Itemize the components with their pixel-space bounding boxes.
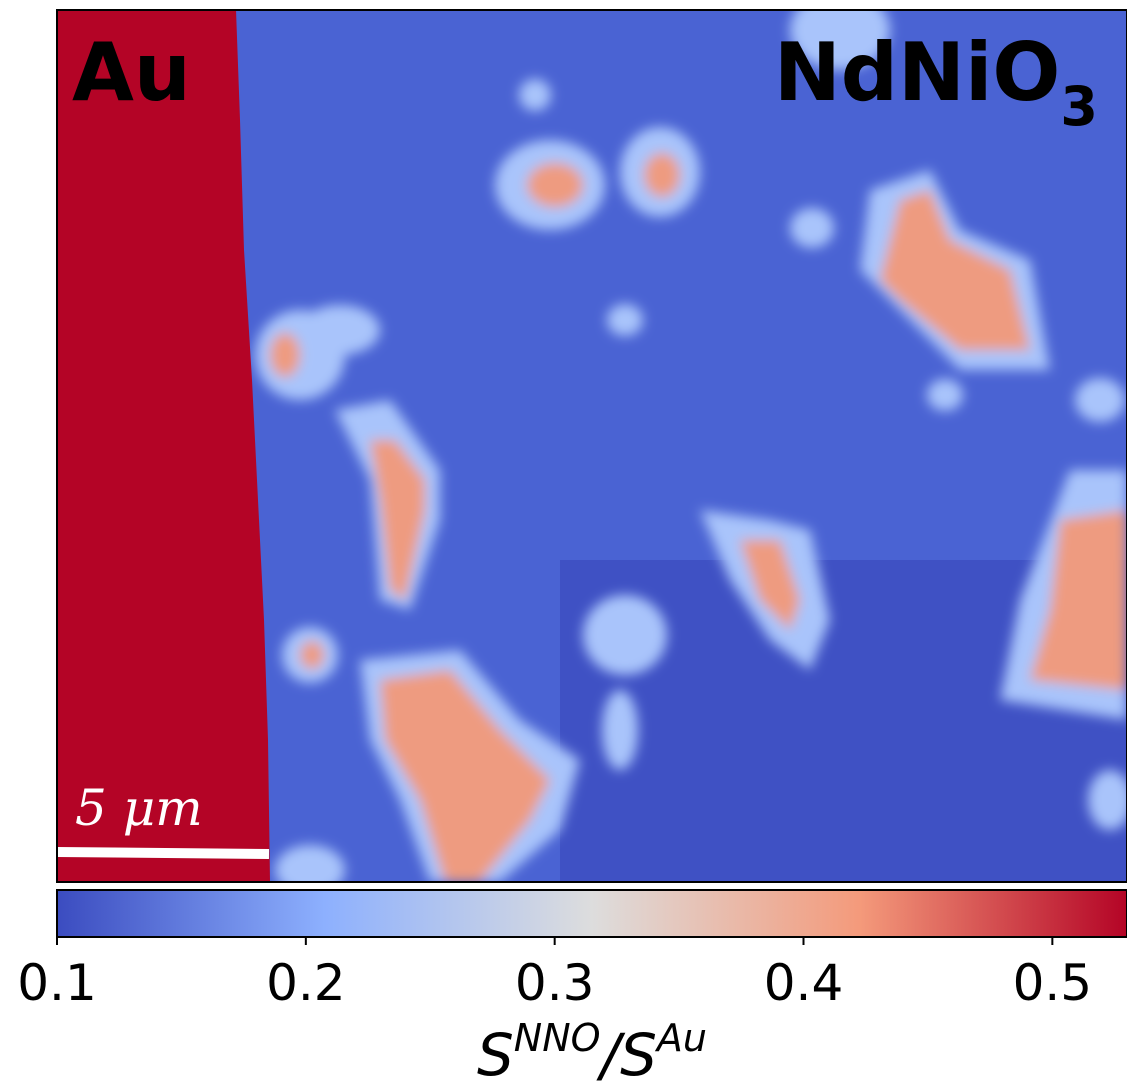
material-subscript: 3 bbox=[1060, 75, 1098, 138]
colorbar-tick-label: 0.2 bbox=[266, 954, 346, 1012]
colorbar-label-text: /S bbox=[596, 1021, 657, 1088]
colorbar-label: SNNO/SAu bbox=[477, 1016, 707, 1088]
map-blobs bbox=[255, 10, 1127, 882]
colorbar-tick-label: 0.1 bbox=[17, 954, 97, 1012]
scale-bar bbox=[57, 847, 270, 859]
map-frame bbox=[56, 9, 1127, 883]
au-label: Au bbox=[72, 26, 191, 119]
au-region bbox=[57, 10, 270, 882]
map: Au NdNiO3 5 μm bbox=[57, 10, 1127, 882]
colorbar-tick-label: 0.5 bbox=[1013, 954, 1093, 1012]
colorbar-label-sup: Au bbox=[654, 1016, 707, 1060]
scale-bar-label: 5 μm bbox=[75, 779, 203, 837]
colorbar-label-sup: NNO bbox=[514, 1016, 601, 1060]
colorbar-tick-label: 0.4 bbox=[764, 954, 844, 1012]
colorbar-tick-label: 0.3 bbox=[515, 954, 595, 1012]
material-label: NdNiO3 bbox=[774, 26, 1098, 138]
colorbar bbox=[56, 889, 1127, 938]
colorbar-label-text: S bbox=[477, 1021, 514, 1088]
material-name: NdNiO bbox=[774, 26, 1061, 119]
